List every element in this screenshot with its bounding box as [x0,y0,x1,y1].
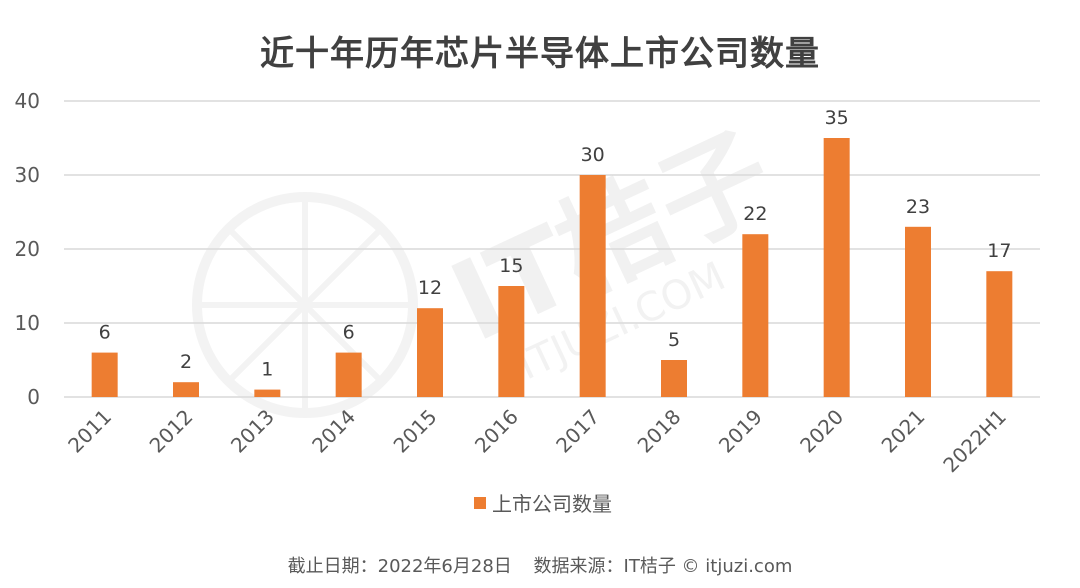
data-labels: 6 2 1 6 12 15 30 5 22 35 23 17 [99,107,1012,381]
grid-lines [64,100,1040,398]
footer-date-note: 截止日期：2022年6月28日 [287,556,512,577]
bar [661,360,687,397]
chart-title: 近十年历年芯片半导体上市公司数量 [260,34,820,74]
data-label: 5 [668,329,680,351]
footer-source-note: 数据来源：IT桔子 © itjuzi.com [533,556,793,577]
bar [335,352,362,397]
bar [905,226,931,397]
y-tick-label: 0 [27,385,40,409]
bar-series [91,138,1013,397]
legend: 上市公司数量 [474,492,612,516]
data-label: 35 [825,107,849,129]
data-label: 2 [180,351,192,373]
data-label: 6 [99,322,111,344]
data-label: 12 [418,277,442,299]
bar [417,308,443,397]
y-axis: 0 10 20 30 40 [15,89,40,409]
x-tick-label: 2020 [795,405,848,458]
y-tick-label: 40 [15,89,40,113]
bar [91,352,118,397]
x-axis: 2011 2012 2013 2014 2015 2016 2017 2018 2019 2020… [63,405,1011,478]
x-tick-label: 2012 [145,405,198,458]
data-label: 1 [261,359,273,381]
data-label: 6 [343,322,355,344]
x-tick-label: 2011 [63,405,116,458]
data-label: 23 [906,196,930,218]
data-label: 15 [499,255,523,277]
data-label: 30 [581,144,605,166]
data-label: 17 [987,240,1011,262]
legend-swatch [474,497,486,509]
bar [986,271,1013,397]
x-tick-label: 2016 [470,405,523,458]
bar [498,286,525,397]
bar [742,234,769,397]
legend-label: 上市公司数量 [492,492,612,516]
data-label: 22 [743,203,767,225]
x-tick-label: 2019 [714,405,767,458]
footer: 截止日期：2022年6月28日 数据来源：IT桔子 © itjuzi.com [0,552,1080,578]
y-tick-label: 30 [15,163,40,187]
bar [173,382,199,397]
x-tick-label: 2021 [877,405,930,458]
bar [579,175,606,397]
x-tick-label: 2015 [389,405,442,458]
x-tick-label: 2018 [633,405,686,458]
x-tick-label: 2022H1 [938,405,1011,478]
bar [823,138,850,397]
y-tick-label: 20 [15,237,40,261]
bar [254,389,281,397]
y-tick-label: 10 [15,311,40,335]
x-tick-label: 2017 [551,405,604,458]
